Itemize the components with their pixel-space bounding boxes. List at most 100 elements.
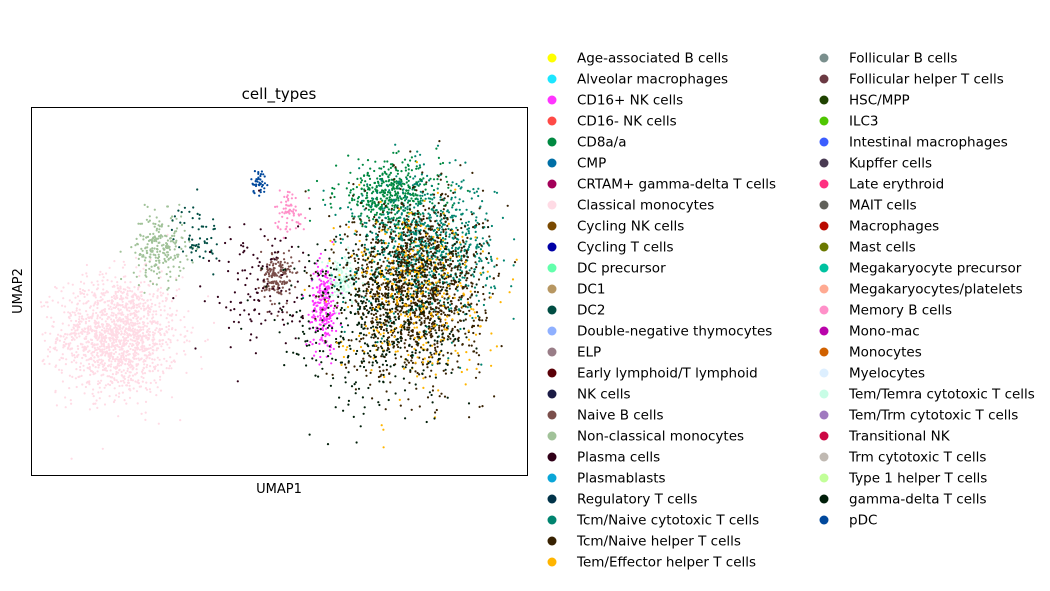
scatter-point bbox=[69, 399, 72, 402]
scatter-point bbox=[329, 311, 332, 314]
scatter-point bbox=[144, 418, 147, 421]
scatter-point bbox=[94, 323, 97, 326]
scatter-point bbox=[464, 225, 467, 228]
scatter-point bbox=[473, 340, 476, 343]
scatter-point bbox=[95, 343, 98, 346]
scatter-point bbox=[353, 257, 356, 260]
scatter-point bbox=[341, 287, 344, 291]
scatter-point bbox=[448, 233, 451, 236]
scatter-point bbox=[149, 308, 152, 311]
scatter-point bbox=[318, 363, 321, 366]
scatter-point bbox=[382, 260, 385, 263]
scatter-point bbox=[117, 328, 120, 331]
scatter-point bbox=[315, 262, 318, 265]
scatter-point bbox=[429, 306, 432, 309]
scatter-point bbox=[75, 336, 78, 339]
scatter-point bbox=[86, 327, 89, 330]
scatter-point bbox=[470, 344, 473, 347]
scatter-point bbox=[168, 367, 171, 370]
scatter-point bbox=[280, 201, 283, 204]
scatter-point bbox=[111, 373, 114, 376]
scatter-point bbox=[370, 269, 373, 272]
scatter-point bbox=[159, 378, 162, 381]
scatter-point bbox=[122, 379, 125, 382]
scatter-point bbox=[408, 381, 411, 384]
scatter-point bbox=[73, 324, 76, 327]
scatter-point bbox=[161, 342, 164, 345]
scatter-point bbox=[133, 286, 136, 289]
scatter-point bbox=[392, 198, 396, 201]
scatter-point bbox=[375, 316, 378, 319]
scatter-point bbox=[436, 362, 439, 365]
scatter-point bbox=[360, 337, 363, 341]
scatter-point bbox=[103, 348, 106, 351]
scatter-point bbox=[148, 267, 151, 270]
scatter-point bbox=[467, 272, 470, 275]
scatter-point bbox=[92, 294, 95, 297]
scatter-point bbox=[451, 252, 454, 255]
scatter-point bbox=[108, 395, 111, 398]
scatter-point bbox=[105, 336, 108, 339]
scatter-point bbox=[431, 208, 434, 211]
scatter-point bbox=[147, 347, 150, 350]
scatter-point bbox=[319, 270, 322, 273]
scatter-point bbox=[115, 340, 118, 343]
scatter-point bbox=[94, 296, 97, 299]
scatter-point bbox=[283, 212, 286, 215]
scatter-point bbox=[445, 260, 448, 263]
scatter-point bbox=[436, 214, 439, 217]
scatter-point bbox=[137, 330, 140, 334]
scatter-point bbox=[412, 194, 415, 197]
scatter-point bbox=[351, 197, 354, 200]
scatter-point bbox=[366, 215, 369, 218]
scatter-point bbox=[90, 317, 93, 320]
scatter-point bbox=[125, 342, 128, 345]
scatter-point bbox=[70, 328, 73, 331]
scatter-point bbox=[123, 399, 126, 402]
scatter-point bbox=[166, 288, 169, 291]
scatter-point bbox=[437, 285, 440, 288]
scatter-point bbox=[342, 300, 345, 304]
scatter-point bbox=[409, 159, 412, 162]
scatter-point bbox=[111, 320, 114, 323]
scatter-point bbox=[391, 240, 394, 243]
scatter-point bbox=[432, 385, 435, 388]
scatter-point bbox=[76, 323, 79, 326]
scatter-point bbox=[253, 192, 256, 195]
scatter-point bbox=[145, 348, 148, 351]
scatter-point bbox=[389, 221, 392, 224]
scatter-point bbox=[412, 200, 415, 203]
scatter-point bbox=[412, 217, 416, 220]
scatter-point bbox=[89, 328, 92, 331]
scatter-point bbox=[84, 385, 87, 389]
scatter-point bbox=[120, 339, 123, 342]
scatter-point bbox=[136, 402, 139, 405]
scatter-point bbox=[121, 266, 125, 269]
scatter-point bbox=[150, 305, 153, 308]
scatter-point bbox=[181, 236, 184, 240]
scatter-point bbox=[157, 422, 160, 425]
scatter-point bbox=[268, 263, 271, 267]
scatter-point bbox=[369, 210, 373, 213]
scatter-point bbox=[88, 316, 91, 320]
scatter-point bbox=[388, 189, 391, 192]
scatter-point bbox=[477, 363, 480, 366]
scatter-point bbox=[155, 229, 158, 232]
scatter-point bbox=[415, 165, 418, 168]
scatter-point bbox=[309, 340, 312, 344]
scatter-point bbox=[445, 286, 448, 289]
scatter-point bbox=[60, 290, 63, 293]
scatter-point bbox=[427, 278, 431, 281]
scatter-point bbox=[439, 212, 442, 216]
scatter-point bbox=[429, 220, 432, 223]
scatter-point bbox=[294, 227, 297, 230]
scatter-point bbox=[296, 271, 299, 274]
scatter-point bbox=[145, 307, 148, 310]
scatter-point bbox=[438, 292, 441, 295]
scatter-point bbox=[73, 359, 76, 362]
scatter-point bbox=[176, 255, 179, 258]
scatter-point bbox=[475, 266, 478, 269]
scatter-point bbox=[213, 224, 216, 227]
scatter-point bbox=[319, 272, 322, 275]
scatter-point bbox=[357, 277, 360, 280]
